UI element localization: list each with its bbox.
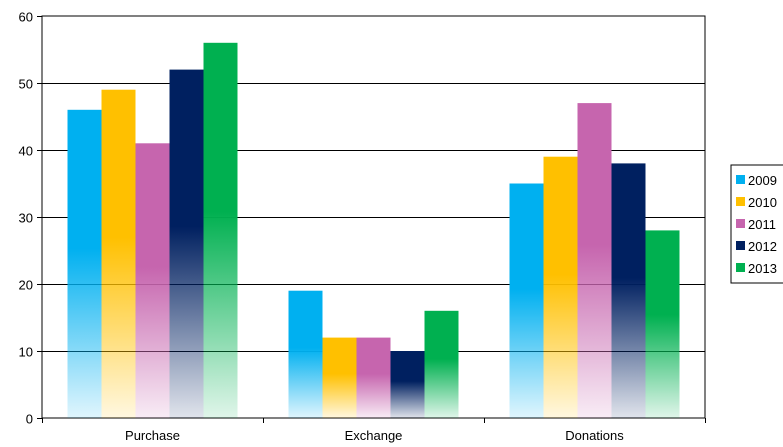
legend-label-2011: 2011	[748, 217, 776, 232]
legend-label-2010: 2010	[748, 195, 777, 210]
y-tick-label: 20	[19, 278, 33, 293]
bar-2009-donations	[509, 183, 544, 418]
bar-2013-donations	[645, 230, 680, 418]
bar-2011-donations	[577, 103, 612, 418]
y-tick-label: 0	[26, 412, 33, 427]
legend-label-2009: 2009	[748, 173, 777, 188]
x-tick-label: Exchange	[345, 428, 403, 443]
bar-2010-donations	[543, 156, 578, 418]
legend-label-2012: 2012	[748, 239, 777, 254]
axes: 0 10 20 30 40 50 60 Purchase Exchange Donations	[19, 10, 706, 443]
legend: 2009 2010 2011 2012 2013	[730, 164, 783, 284]
bar-2012-exchange	[390, 351, 425, 418]
legend-swatch-2012	[736, 241, 745, 250]
y-tick-label: 40	[19, 144, 33, 159]
x-tick-label: Purchase	[125, 428, 180, 443]
bars	[67, 42, 680, 419]
y-tick-label: 50	[19, 77, 33, 92]
bar-2009-purchase	[67, 109, 102, 419]
y-tick-label: 60	[19, 10, 33, 25]
legend-swatch-2010	[736, 197, 745, 206]
bar-2013-purchase	[203, 42, 238, 419]
bar-2010-purchase	[101, 89, 136, 418]
bar-2013-exchange	[424, 310, 459, 418]
legend-swatch-2009	[736, 175, 745, 184]
bar-2012-donations	[611, 163, 646, 418]
legend-label-2013: 2013	[748, 261, 777, 276]
bar-2009-exchange	[288, 290, 323, 418]
legend-swatch-2013	[736, 263, 745, 272]
y-tick-label: 30	[19, 211, 33, 226]
x-tick-label: Donations	[565, 428, 624, 443]
bar-2011-purchase	[135, 143, 170, 419]
y-tick-label: 10	[19, 345, 33, 360]
bar-2012-purchase	[169, 69, 204, 418]
bar-2011-exchange	[356, 337, 391, 418]
legend-swatch-2011	[736, 219, 745, 228]
bar-2010-exchange	[322, 337, 357, 418]
